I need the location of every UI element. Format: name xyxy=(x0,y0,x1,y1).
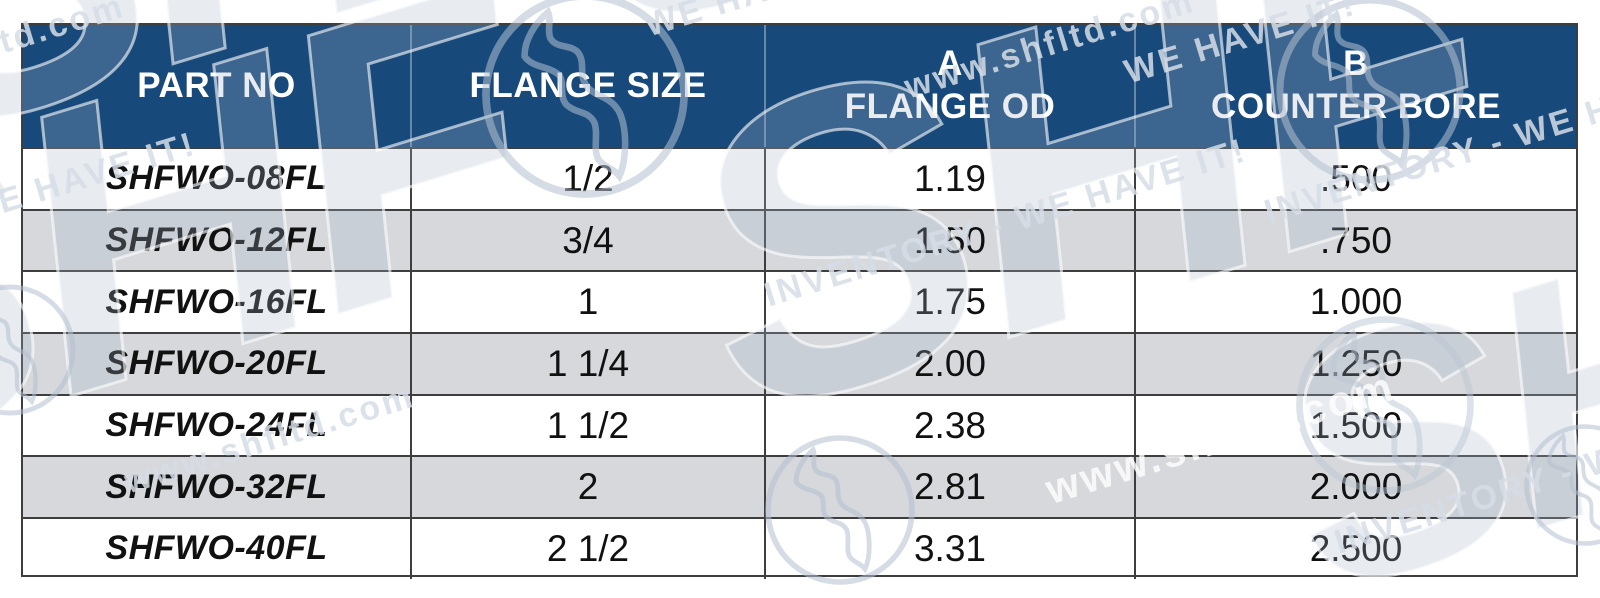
table-header-row: PART NO FLANGE SIZE A FLANGE OD B COUNTE… xyxy=(23,25,1576,147)
column-header-flange-od: A FLANGE OD xyxy=(766,25,1136,147)
table-row: SHFWO-12FL 3/4 1.50 .750 xyxy=(23,208,1576,271)
column-header-counter-bore: B COUNTER BORE xyxy=(1136,25,1576,147)
part-no-cell: SHFWO-16FL xyxy=(23,272,412,333)
column-header-label: B xyxy=(1343,44,1369,84)
part-no-cell: SHFWO-12FL xyxy=(23,210,412,271)
column-header-flange-size: FLANGE SIZE xyxy=(412,25,766,147)
flange-size-cell: 1 1/2 xyxy=(412,395,766,456)
column-header-label: COUNTER BORE xyxy=(1211,87,1501,126)
flange-size-cell: 1/2 xyxy=(412,149,766,209)
flange-size-cell: 1 1/4 xyxy=(412,334,766,394)
flange-od-cell: 2.81 xyxy=(766,457,1136,518)
flange-od-cell: 1.19 xyxy=(766,149,1136,209)
flange-spec-table: PART NO FLANGE SIZE A FLANGE OD B COUNTE… xyxy=(21,23,1578,579)
flange-od-cell: 2.38 xyxy=(766,395,1136,456)
column-header-label: FLANGE SIZE xyxy=(469,65,707,105)
part-no-cell: SHFWO-32FL xyxy=(23,457,412,518)
part-no-cell: SHFWO-24FL xyxy=(23,395,412,456)
flange-size-cell: 2 1/2 xyxy=(412,519,766,579)
flange-size-cell: 1 xyxy=(412,272,766,333)
table-row: SHFWO-40FL 2 1/2 3.31 2.500 xyxy=(23,517,1576,579)
counter-bore-cell: 2.000 xyxy=(1309,466,1403,508)
counter-bore-cell: 1.000 xyxy=(1309,281,1403,323)
flange-od-cell: 1.75 xyxy=(766,272,1136,333)
table-row: SHFWO-20FL 1 1/4 2.00 1.250 xyxy=(23,332,1576,394)
counter-bore-cell: 1.250 xyxy=(1309,342,1403,384)
counter-bore-cell: 1.500 xyxy=(1309,404,1403,446)
table-row: SHFWO-32FL 2 2.81 2.000 xyxy=(23,455,1576,518)
column-header-label: A xyxy=(937,44,963,84)
table-row: SHFWO-24FL 1 1/2 2.38 1.500 xyxy=(23,393,1576,456)
part-no-cell: SHFWO-20FL xyxy=(23,334,412,394)
flange-od-cell: 3.31 xyxy=(766,519,1136,579)
counter-bore-cell: .750 xyxy=(1319,219,1392,261)
column-header-label: FLANGE OD xyxy=(844,87,1056,126)
table-row: SHFWO-08FL 1/2 1.19 .500 xyxy=(23,147,1576,209)
column-header-label: PART NO xyxy=(137,65,296,105)
table-row: SHFWO-16FL 1 1.75 1.000 xyxy=(23,270,1576,333)
column-header-part-no: PART NO xyxy=(23,25,412,147)
flange-size-cell: 2 xyxy=(412,457,766,518)
counter-bore-cell: .500 xyxy=(1319,157,1392,199)
flange-od-cell: 2.00 xyxy=(766,334,1136,394)
part-no-cell: SHFWO-08FL xyxy=(23,149,412,209)
counter-bore-cell: 2.500 xyxy=(1309,527,1403,569)
part-no-cell: SHFWO-40FL xyxy=(23,519,412,579)
flange-od-cell: 1.50 xyxy=(766,210,1136,271)
flange-size-cell: 3/4 xyxy=(412,210,766,271)
